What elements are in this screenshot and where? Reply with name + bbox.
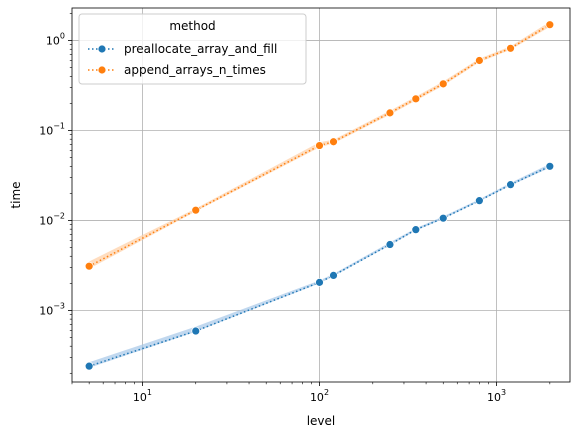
data-point [474, 196, 484, 206]
data-point [438, 213, 448, 223]
data-point [315, 141, 324, 150]
legend-label-1: append_arrays_n_times [124, 63, 266, 77]
x-axis-ticks: 101 102 103 [71, 382, 551, 404]
data-point [506, 180, 515, 190]
y-tick-label: 10−1 [39, 121, 65, 137]
series-line-0 [88, 165, 551, 367]
series-lines [88, 24, 551, 367]
y-tick-label: 10−2 [39, 211, 65, 227]
data-point [506, 43, 515, 53]
y-tick-label: 100 [46, 32, 65, 48]
legend-marker-1 [97, 65, 107, 75]
y-axis-ticks: 10−3 10−2 10−1 100 [39, 13, 72, 374]
plot-frame [71, 7, 571, 383]
data-point [474, 56, 484, 65]
data-point [84, 361, 94, 371]
legend-entries: preallocate_array_and_fill append_arrays_… [88, 42, 277, 77]
legend-title: method [169, 19, 215, 33]
data-point [315, 277, 324, 287]
data-point [411, 94, 421, 104]
x-tick-label: 103 [487, 388, 506, 404]
data-point [385, 108, 395, 118]
data-point [329, 270, 338, 280]
confidence-band-0 [89, 163, 550, 368]
series-line-1 [88, 24, 551, 267]
data-point [191, 326, 201, 336]
x-tick-label: 101 [133, 388, 152, 404]
data-point [545, 161, 555, 171]
x-axis-label: level [307, 414, 336, 428]
data-point [438, 79, 448, 89]
data-point [545, 20, 555, 30]
y-axis-label: time [9, 181, 23, 208]
y-tick-label: 10−3 [39, 301, 65, 317]
legend: method preallocate_array_and_fill append_… [78, 13, 307, 85]
x-tick-label: 102 [310, 388, 329, 404]
data-point [84, 261, 94, 271]
data-point [385, 240, 395, 249]
legend-marker-0 [97, 44, 107, 54]
series-markers [84, 20, 555, 371]
data-point [191, 205, 201, 215]
data-point [411, 225, 421, 235]
data-point [329, 137, 338, 147]
legend-box [78, 13, 307, 85]
legend-label-0: preallocate_array_and_fill [124, 42, 277, 56]
